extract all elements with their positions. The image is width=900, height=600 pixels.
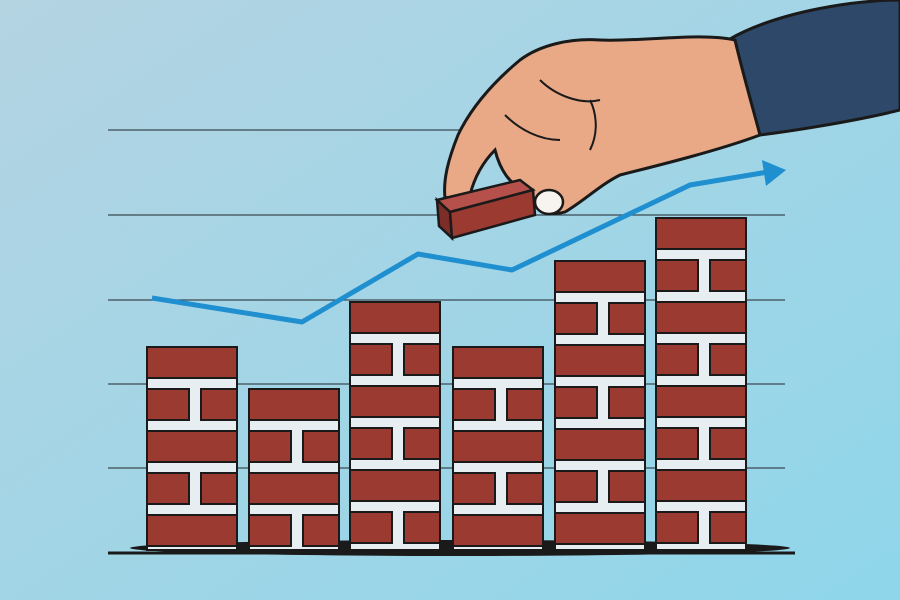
hand <box>443 0 900 216</box>
brick <box>655 427 699 460</box>
brick <box>554 260 646 293</box>
held-brick <box>434 178 537 242</box>
brick <box>452 388 496 421</box>
brick <box>608 302 646 335</box>
brick <box>709 511 747 544</box>
brick <box>349 511 393 544</box>
brick <box>248 388 340 421</box>
brick <box>248 514 292 547</box>
trend-arrow <box>151 160 786 325</box>
brick <box>403 511 441 544</box>
brick <box>146 388 190 421</box>
brick <box>146 430 238 463</box>
brick <box>349 469 441 502</box>
brick <box>248 472 340 505</box>
brick <box>349 343 393 376</box>
brick <box>554 512 646 545</box>
brick <box>452 472 496 505</box>
trend-line <box>151 169 769 325</box>
brick-column <box>655 217 747 551</box>
brick <box>608 386 646 419</box>
brick-column <box>452 346 544 551</box>
brick-columns <box>146 217 747 551</box>
brick <box>200 472 238 505</box>
brick-column <box>248 388 340 551</box>
brick <box>302 514 340 547</box>
brick <box>655 301 747 334</box>
brick <box>349 427 393 460</box>
brick <box>248 430 292 463</box>
brick <box>200 388 238 421</box>
brick <box>403 343 441 376</box>
brick <box>349 301 441 334</box>
brick <box>554 428 646 461</box>
brick <box>655 259 699 292</box>
brick <box>709 259 747 292</box>
brick <box>506 388 544 421</box>
brick <box>146 514 238 547</box>
brick <box>452 346 544 379</box>
brick <box>655 343 699 376</box>
brick <box>554 386 598 419</box>
brick <box>554 344 646 377</box>
brick <box>146 346 238 379</box>
hand-skin <box>443 35 762 215</box>
brick <box>554 470 598 503</box>
brick <box>608 470 646 503</box>
brick-column <box>146 346 238 551</box>
brick-column <box>349 301 441 551</box>
brick <box>709 343 747 376</box>
held-brick-front <box>448 188 537 240</box>
arrow-up-right-icon <box>762 160 786 186</box>
brick <box>709 427 747 460</box>
brick <box>655 217 747 250</box>
brick <box>506 472 544 505</box>
brick <box>302 430 340 463</box>
brick <box>655 385 747 418</box>
brick <box>655 511 699 544</box>
brick <box>655 469 747 502</box>
brick <box>146 472 190 505</box>
brick-column <box>554 260 646 551</box>
brick <box>554 302 598 335</box>
thumbnail <box>533 188 565 216</box>
brick <box>452 430 544 463</box>
brick <box>452 514 544 547</box>
knuckle-lines <box>504 79 601 151</box>
brick <box>349 385 441 418</box>
brick <box>403 427 441 460</box>
